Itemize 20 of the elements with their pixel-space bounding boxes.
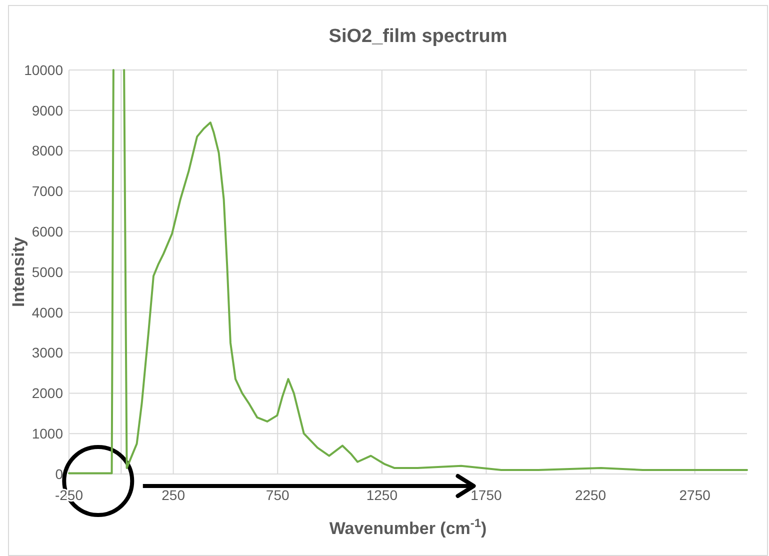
y-tick-label: 4000 [32,304,64,320]
x-tick-label: 750 [266,487,290,503]
y-tick-label: 1000 [32,426,64,442]
x-tick-label: 1750 [470,487,502,503]
x-tick-label: 2750 [679,487,711,503]
x-tick-label: 1250 [366,487,398,503]
y-axis-title: Intensity [9,236,28,307]
y-tick-label: 5000 [32,264,64,280]
y-tick-label: 9000 [32,102,64,118]
y-tick-label: 10000 [24,62,64,78]
x-tick-label: 2250 [574,487,606,503]
chart-title: SiO2_film spectrum [328,26,508,47]
y-tick-label: 2000 [32,385,64,402]
y-tick-label: 8000 [32,142,64,159]
y-tick-label: 7000 [32,183,64,200]
x-tick-label: 250 [162,487,186,503]
y-tick-label: 6000 [32,224,64,240]
y-tick-label: 0 [55,466,64,482]
x-axis-title: Wavenumber (cm$^{-1}$) [329,516,487,538]
y-tick-label: 3000 [32,344,64,361]
